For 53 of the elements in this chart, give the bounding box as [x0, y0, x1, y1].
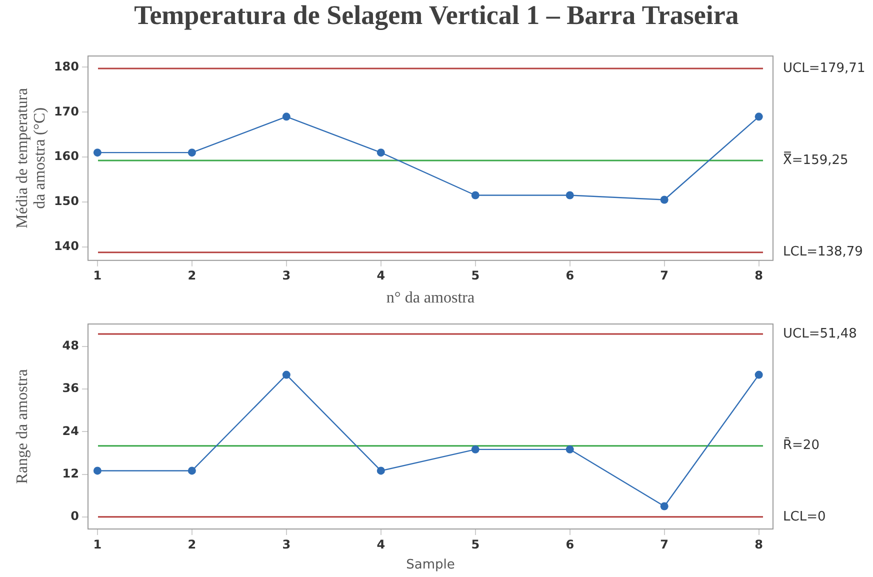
point: [660, 196, 668, 204]
x-tick-label: 2: [188, 537, 196, 552]
ref-line-label: R̄=20: [783, 436, 820, 454]
y-tick-label: 24: [62, 424, 79, 438]
x-tick-label: 6: [566, 537, 574, 552]
point: [188, 466, 196, 475]
ref-line-label: LCL=138,79: [783, 244, 863, 260]
point: [660, 502, 668, 510]
x-tick-label: 4: [376, 537, 386, 552]
x-tick-label: 5: [471, 268, 480, 283]
point: [754, 112, 763, 121]
x-tick-label: 3: [282, 268, 291, 283]
y-tick-label: 150: [54, 194, 79, 208]
x-tick-label: 7: [660, 537, 669, 552]
x-tick-label: 8: [754, 537, 764, 552]
y-tick-label: 12: [62, 466, 79, 480]
point: [188, 148, 196, 157]
y-axis-title: Média de temperatura da amostra (°C): [14, 88, 49, 228]
point: [282, 370, 290, 379]
point: [93, 466, 102, 475]
point: [282, 112, 290, 121]
y-tick-label: 140: [54, 239, 79, 254]
ref-line-label: X̿=159,25: [783, 151, 848, 168]
y-tick-label: 170: [54, 104, 79, 118]
x-tick-label: 1: [93, 537, 102, 552]
y-tick-label: 180: [54, 59, 79, 74]
x-tick-label: 4: [376, 268, 386, 283]
x-tick-label: 5: [471, 537, 480, 552]
y-axis-title: Range da amostra: [14, 369, 32, 484]
x-tick-label: 8: [754, 268, 764, 283]
point: [471, 445, 480, 454]
y-tick-label: 48: [62, 338, 79, 353]
point: [376, 148, 385, 157]
point: [566, 191, 574, 200]
x-tick-label: 7: [660, 268, 669, 283]
y-tick-label: 0: [70, 509, 79, 524]
point: [754, 370, 763, 379]
ref-line-label: UCL=179,71: [783, 60, 866, 76]
x-axis-title: Sample: [406, 558, 455, 573]
y-tick-label: 160: [54, 149, 79, 164]
point: [376, 466, 385, 475]
y-tick-label: 36: [62, 381, 79, 396]
x-axis-title: n° da amostra: [386, 290, 475, 307]
x-tick-label: 2: [188, 268, 196, 283]
point: [566, 445, 574, 454]
ref-line-label: UCL=51,48: [783, 326, 857, 342]
ref-line-label: LCL=0: [783, 509, 826, 524]
chart-title: Temperatura de Selagem Vertical 1 – Barra Traseira: [133, 0, 740, 32]
point: [471, 191, 480, 200]
x-tick-label: 6: [566, 268, 574, 283]
x-tick-label: 3: [282, 537, 291, 552]
point: [93, 148, 102, 157]
x-tick-label: 1: [93, 268, 102, 283]
